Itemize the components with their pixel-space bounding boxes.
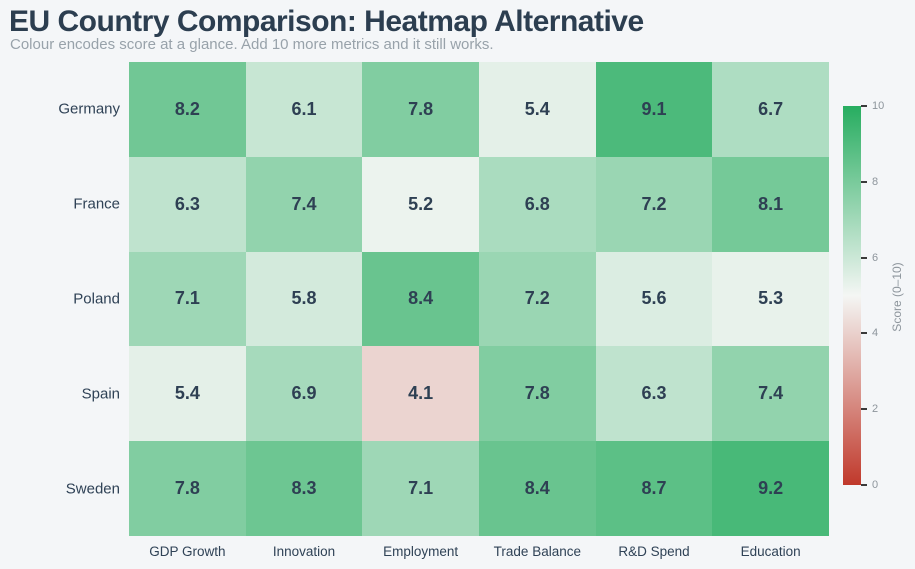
colorbar-tick-mark [861, 256, 867, 259]
heatmap-cell-value: 8.7 [641, 478, 667, 499]
heatmap-cell: 6.1 [245, 62, 363, 157]
colorbar-tick-mark [861, 332, 867, 335]
heatmap-cell: 9.1 [595, 62, 713, 157]
heatmap-cell: 8.7 [595, 441, 713, 536]
heatmap-cell: 5.2 [362, 156, 479, 252]
heatmap-cell: 6.9 [245, 346, 363, 442]
heatmap-cell-value: 6.3 [174, 193, 200, 214]
heatmap-cell: 8.1 [712, 156, 829, 252]
colorbar-tick-mark [861, 484, 867, 486]
heatmap-cell-value: 9.2 [758, 478, 784, 499]
heatmap-grid: 8.2 6.1 7.8 5.4 9.1 6.7 6.3 7.4 5.2 6.8 7.2 8.1 7.1 5… [129, 62, 829, 536]
heatmap-cell: 5.8 [245, 251, 363, 347]
heatmap-cell: 6.3 [129, 156, 246, 252]
colorbar-tick-label: 6 [872, 251, 879, 264]
page-title: EU Country Comparison: Heatmap Alternati… [9, 5, 644, 38]
heatmap-cell-value: 6.3 [641, 383, 667, 404]
column-label-gdp-growth: GDP Growth [149, 544, 226, 559]
heatmap-cell-value: 7.4 [758, 383, 784, 404]
colorbar-axis-label-text: Score (0–10) [890, 262, 904, 332]
heatmap-cell: 6.3 [595, 346, 713, 442]
heatmap-cell: 8.3 [245, 441, 363, 536]
heatmap-cell: 7.8 [129, 441, 246, 536]
heatmap-cell-value: 5.4 [174, 383, 200, 404]
row-label-france: France [73, 195, 120, 213]
heatmap-cell-value: 5.2 [408, 193, 434, 214]
heatmap-cell-value: 8.4 [524, 478, 550, 499]
colorbar-tick-label: 0 [872, 479, 879, 491]
heatmap-cell-value: 7.2 [641, 193, 667, 214]
heatmap-cell-value: 7.1 [174, 288, 200, 309]
heatmap-cell: 8.4 [362, 251, 479, 347]
heatmap-cell: 9.2 [712, 441, 829, 536]
colorbar-tick-mark [861, 180, 867, 183]
column-label-education: Education [740, 544, 801, 559]
heatmap-cell-value: 8.3 [291, 478, 317, 499]
heatmap-cell-value: 9.1 [641, 98, 667, 119]
column-label-innovation: Innovation [272, 544, 336, 559]
heatmap-cell-value: 5.8 [291, 288, 317, 309]
column-label-trade-balance: Trade Balance [493, 544, 581, 559]
heatmap-cell: 7.2 [478, 251, 596, 347]
heatmap-cell-value: 7.1 [408, 478, 434, 499]
heatmap-cell: 7.8 [362, 62, 479, 157]
heatmap-cell: 7.4 [245, 156, 363, 252]
heatmap-cell: 4.1 [362, 346, 479, 442]
colorbar-tick-label: 4 [872, 327, 879, 340]
heatmap-cell: 6.8 [478, 156, 596, 252]
heatmap-cell-value: 5.4 [524, 98, 550, 119]
heatmap-cell-value: 7.4 [291, 193, 317, 214]
heatmap-cell: 7.4 [712, 346, 829, 442]
heatmap-cell: 5.4 [478, 62, 596, 157]
colorbar-tick-label: 10 [872, 100, 885, 112]
row-label-poland: Poland [73, 290, 120, 308]
colorbar-gradient [843, 106, 861, 485]
heatmap-cell-value: 7.8 [408, 98, 434, 119]
heatmap-cell: 6.7 [712, 62, 829, 157]
heatmap-cell: 7.2 [595, 156, 713, 252]
heatmap-cell: 7.8 [478, 346, 596, 442]
heatmap-cell-value: 5.6 [641, 288, 667, 309]
heatmap-cell-value: 6.8 [524, 193, 550, 214]
row-label-germany: Germany [58, 100, 120, 118]
row-label-sweden: Sweden [65, 480, 120, 498]
colorbar-tick-label: 2 [872, 403, 879, 416]
page-subtitle: Colour encodes score at a glance. Add 10… [10, 36, 494, 53]
heatmap-cell: 8.2 [129, 62, 246, 157]
row-label-spain: Spain [81, 385, 120, 403]
heatmap-cell: 8.4 [478, 441, 596, 536]
colorbar-tick-mark [861, 105, 867, 107]
heatmap-cell-value: 8.1 [758, 193, 784, 214]
heatmap-cell-value: 5.3 [758, 288, 784, 309]
heatmap-cell-value: 7.2 [524, 288, 550, 309]
colorbar-tick-mark [861, 408, 867, 411]
heatmap-cell-value: 6.9 [291, 383, 317, 404]
heatmap-cell: 5.3 [712, 251, 829, 347]
heatmap-cell-value: 8.4 [408, 288, 434, 309]
column-label-r-d-spend: R&D Spend [618, 544, 690, 559]
heatmap-cell: 7.1 [129, 251, 246, 347]
heatmap-cell-value: 7.8 [174, 478, 200, 499]
heatmap-cell: 7.1 [362, 441, 479, 536]
heatmap-cell: 5.4 [129, 346, 246, 442]
heatmap-cell-value: 8.2 [174, 98, 200, 119]
colorbar-tick-label: 8 [872, 175, 879, 188]
heatmap-cell: 5.6 [595, 251, 713, 347]
column-label-employment: Employment [383, 544, 459, 559]
heatmap-cell-value: 6.1 [291, 98, 317, 119]
heatmap-cell-value: 7.8 [524, 383, 550, 404]
heatmap-cell-value: 4.1 [408, 383, 434, 404]
heatmap-cell-value: 6.7 [758, 98, 784, 119]
